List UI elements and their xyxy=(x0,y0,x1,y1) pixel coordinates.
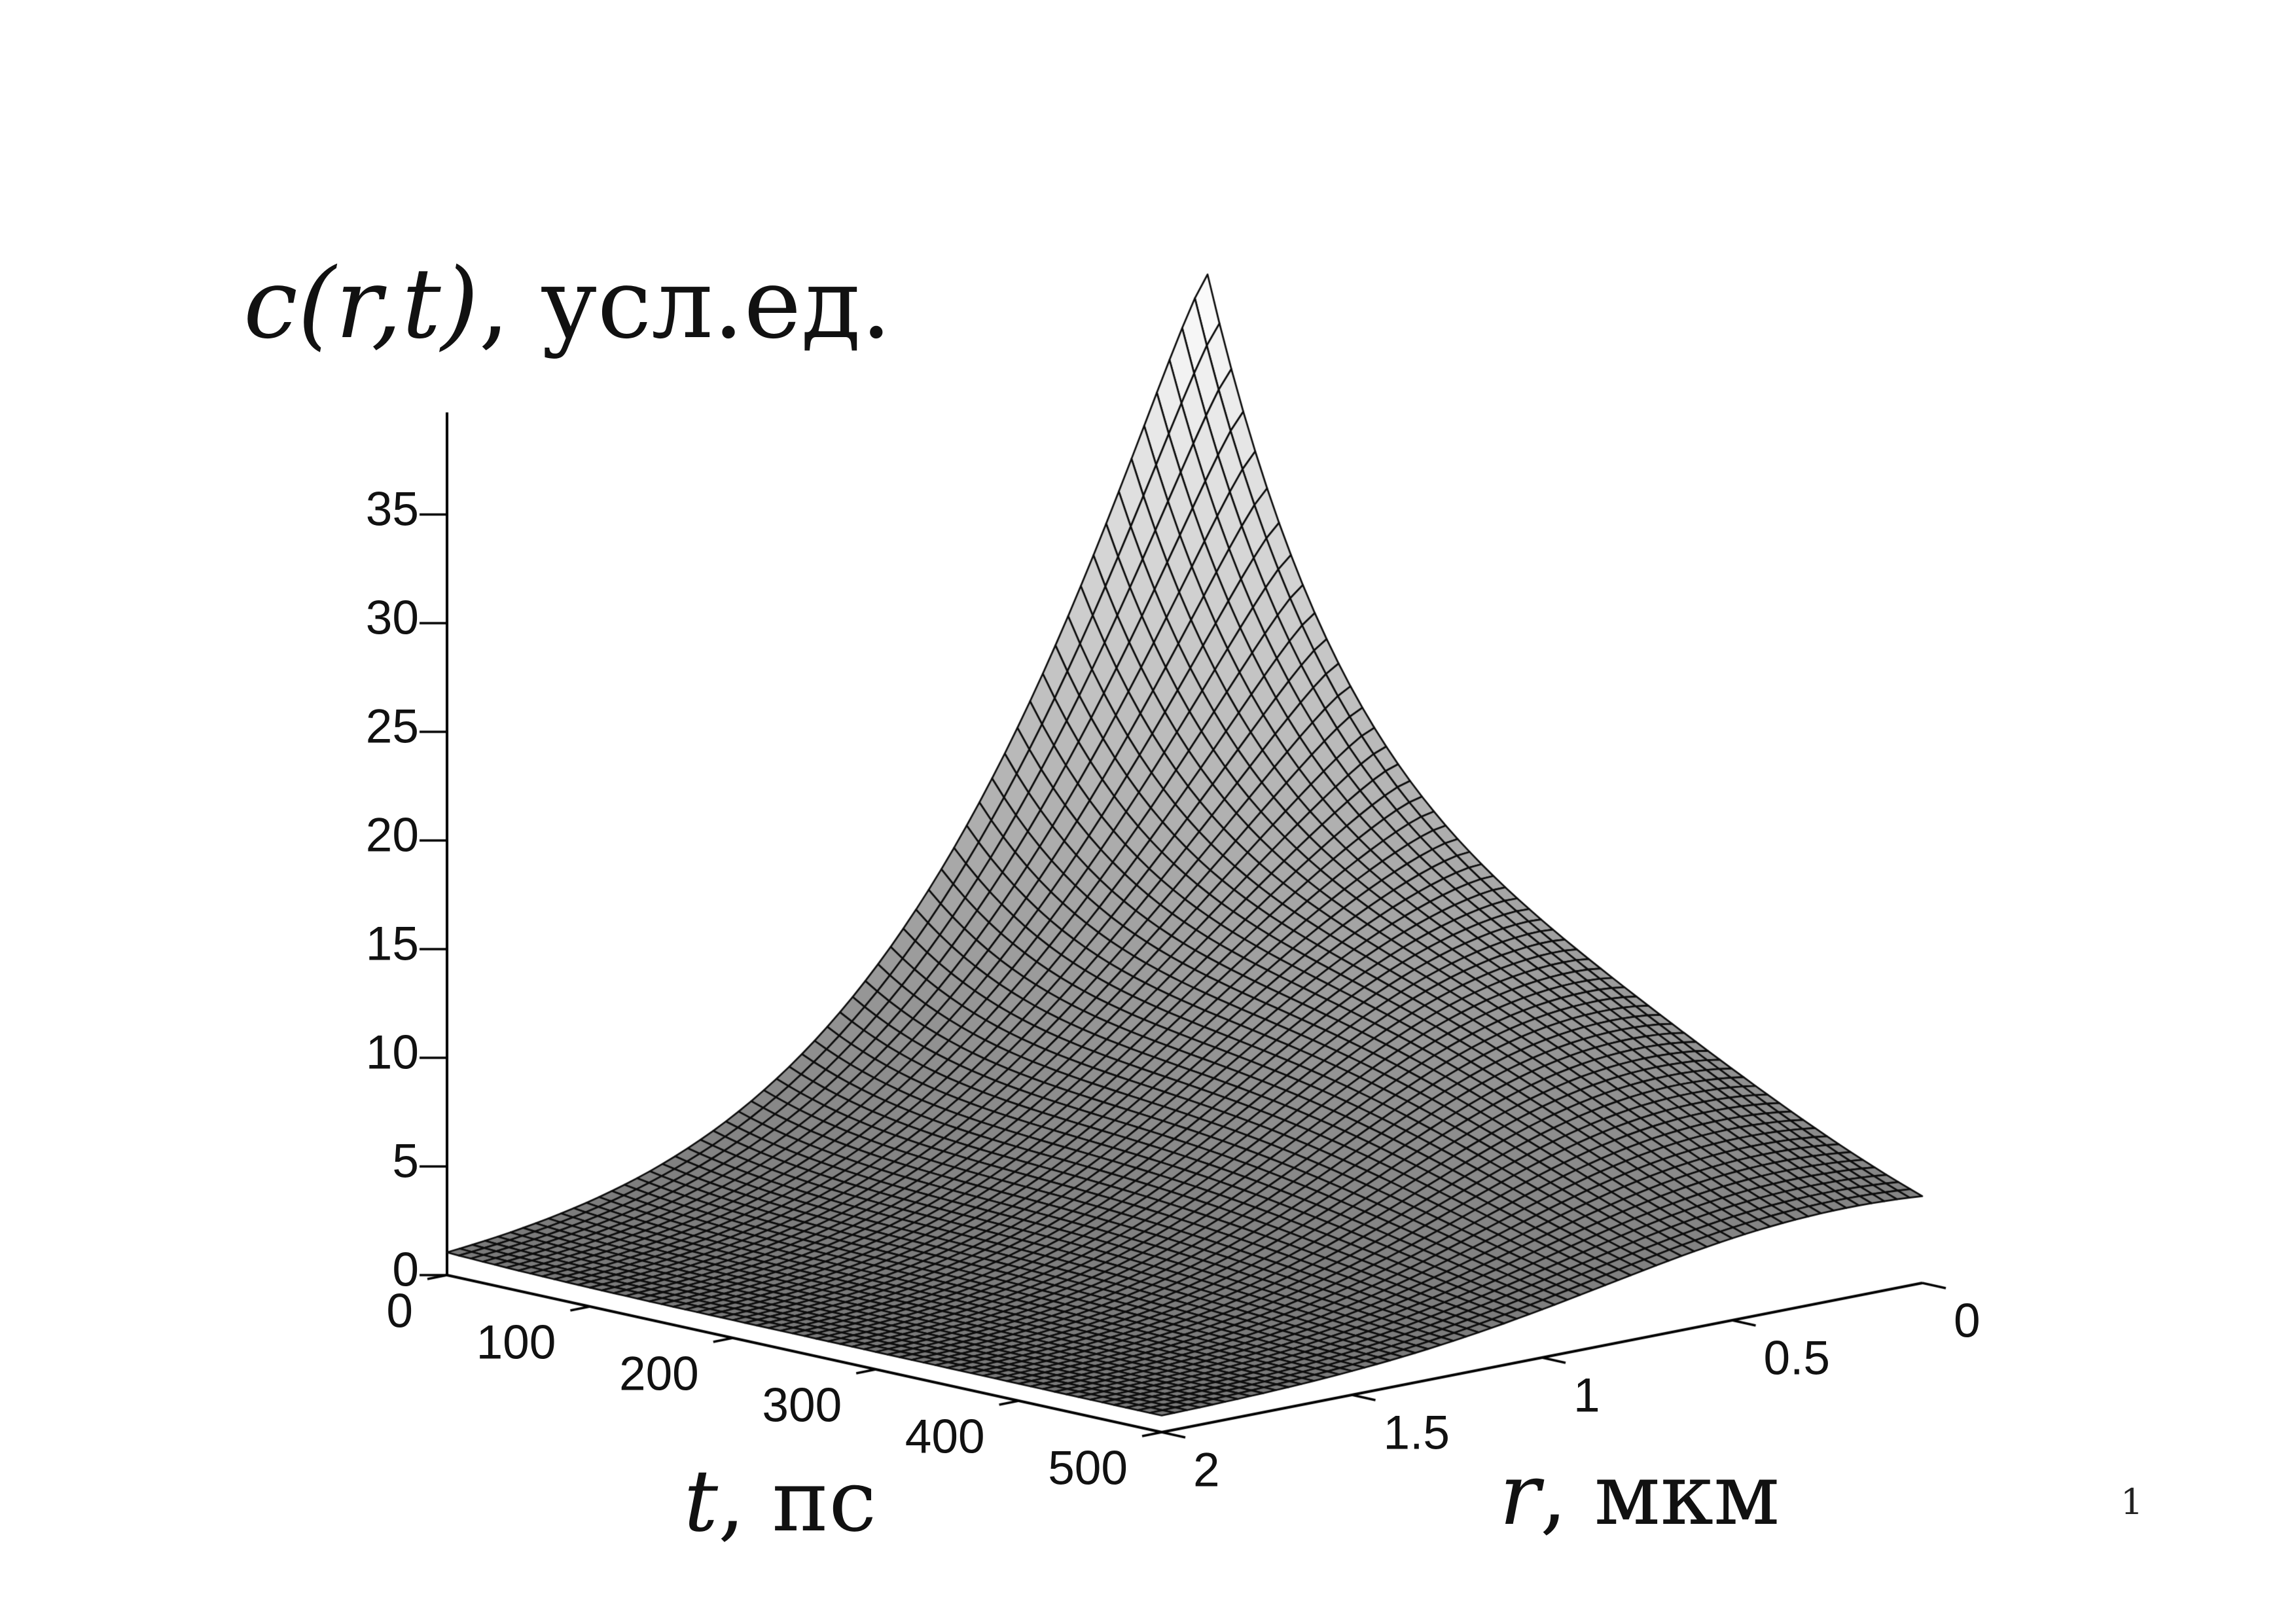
z-tick-label: 30 xyxy=(365,591,419,645)
z-tick-label: 0 xyxy=(392,1243,419,1297)
chart-title: c(r,t), усл.ед. xyxy=(243,255,891,352)
t-tick-label: 300 xyxy=(762,1379,842,1432)
r-axis-title: r, мкм xyxy=(1499,1452,1780,1537)
t-tick-label: 200 xyxy=(619,1347,699,1401)
r-tick-label: 2 xyxy=(1193,1443,1220,1497)
t-tick-label: 500 xyxy=(1048,1441,1128,1495)
z-tick-label: 10 xyxy=(365,1026,419,1079)
z-tick-label: 15 xyxy=(365,917,419,971)
r-tick-label: 0.5 xyxy=(1763,1331,1830,1385)
z-tick-label: 35 xyxy=(365,482,419,536)
r-tick-label: 1 xyxy=(1573,1369,1600,1422)
z-tick-label: 5 xyxy=(392,1134,419,1188)
page-number: 1 xyxy=(2121,1481,2144,1523)
t-axis-symbol: t xyxy=(683,1451,719,1551)
t-axis-unit: , пс xyxy=(718,1451,877,1551)
t-axis-title: t, пс xyxy=(684,1458,876,1543)
r-tick-label: 0 xyxy=(1954,1294,1981,1348)
t-tick-label: 100 xyxy=(476,1316,556,1369)
t-tick-label: 400 xyxy=(905,1410,985,1464)
t-tick-label: 0 xyxy=(386,1284,413,1338)
chart-title-units: , усл.ед. xyxy=(478,247,892,360)
r-tick-label: 1.5 xyxy=(1383,1406,1450,1460)
z-tick-label: 25 xyxy=(365,700,419,753)
r-axis-symbol: r xyxy=(1499,1445,1541,1544)
z-tick-label: 20 xyxy=(365,808,419,862)
r-axis-unit: , мкм xyxy=(1540,1445,1780,1544)
chart-title-function: c(r,t) xyxy=(243,247,479,360)
